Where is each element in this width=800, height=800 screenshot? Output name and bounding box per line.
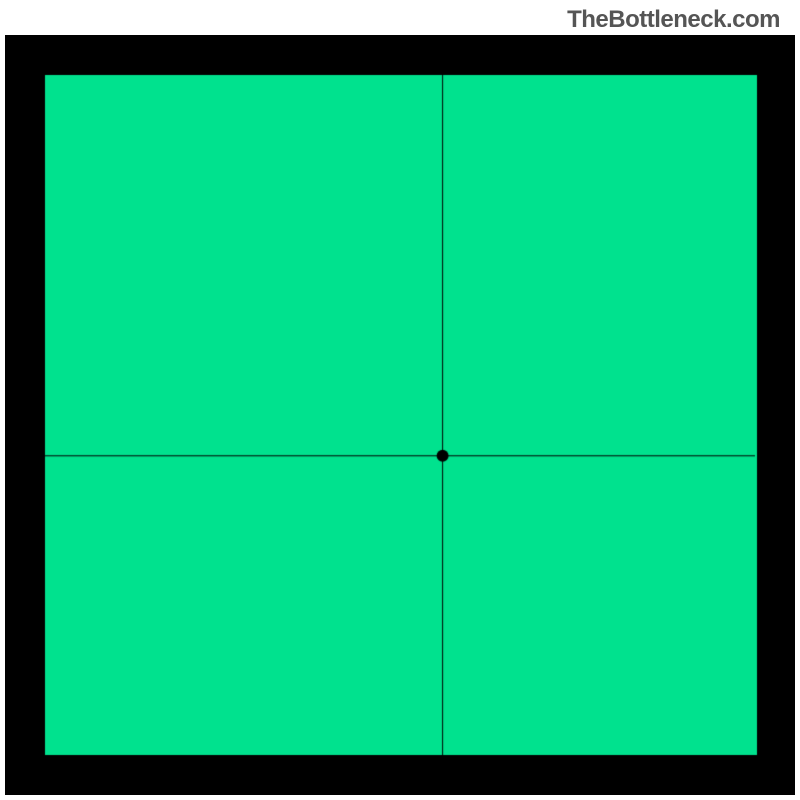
heatmap-canvas (5, 35, 795, 795)
bottleneck-heatmap (5, 35, 795, 795)
watermark-text: TheBottleneck.com (567, 6, 780, 34)
